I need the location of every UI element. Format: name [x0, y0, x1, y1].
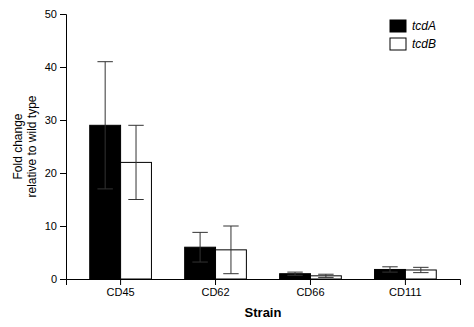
tick-mark: [215, 279, 216, 285]
x-tick: CD111: [389, 279, 422, 298]
tick-mark: [60, 120, 66, 121]
error-bar: [128, 125, 143, 199]
error-bar: [382, 267, 397, 272]
y-axis-title-line: relative to wild type: [25, 95, 39, 197]
legend-swatch: [390, 20, 406, 32]
series: [90, 62, 406, 279]
y-tick: 50: [45, 8, 66, 20]
axis-line: [60, 15, 67, 280]
y-tick: 30: [45, 114, 66, 126]
tick-mark: [60, 14, 66, 15]
legend: tcdA tcdB: [390, 19, 436, 51]
error-cap: [223, 273, 238, 274]
error-cap: [223, 226, 238, 227]
tick-label: 40: [45, 61, 57, 73]
series: [121, 125, 437, 279]
error-line: [105, 62, 106, 189]
tick-label: CD111: [389, 286, 422, 298]
error-line: [200, 232, 201, 262]
tick-mark: [405, 279, 406, 285]
y-tick: 0: [51, 273, 66, 285]
tick-label: 0: [51, 273, 57, 285]
tick-mark: [60, 279, 66, 280]
error-cap: [287, 272, 302, 273]
y-tick: 20: [45, 167, 66, 179]
tick-mark: [60, 173, 66, 174]
error-line: [136, 125, 137, 199]
y-tick: 10: [45, 220, 66, 232]
y-axis-title-line: Fold change: [11, 113, 25, 179]
error-cap: [128, 125, 143, 126]
y-tick: 40: [45, 61, 66, 73]
error-bar: [97, 62, 112, 189]
legend-item: tcdB: [390, 37, 436, 51]
marks: [90, 62, 437, 279]
error-cap: [192, 232, 207, 233]
tick-label: CD45: [107, 286, 135, 298]
error-bar: [287, 272, 302, 275]
error-bar: [223, 226, 238, 274]
x-axis-title: Strain: [245, 305, 282, 320]
error-cap: [192, 262, 207, 263]
error-cap: [382, 272, 397, 273]
error-cap: [97, 188, 112, 189]
tick-label: CD62: [201, 286, 229, 298]
error-cap: [413, 272, 428, 273]
y-axis-title: Fold changerelative to wild type: [11, 95, 39, 197]
error-bar: [318, 274, 333, 277]
error-cap: [318, 277, 333, 278]
error-cap: [97, 61, 112, 62]
tick-label: 30: [45, 114, 57, 126]
error-bar: [413, 267, 428, 272]
error-line: [230, 226, 231, 274]
legend-label: tcdA: [412, 19, 436, 33]
error-line: [420, 267, 421, 272]
tick-label: 10: [45, 220, 57, 232]
error-cap: [382, 266, 397, 267]
tick-label: CD66: [296, 286, 324, 298]
tick-label: 20: [45, 167, 57, 179]
axis-line: [67, 280, 461, 286]
error-bar: [192, 232, 207, 262]
tick-label: 50: [45, 8, 57, 20]
x-tick: CD62: [201, 279, 229, 298]
error-cap: [287, 275, 302, 276]
x-axis: CD45 CD62 CD66 CD111: [67, 279, 461, 298]
tick-mark: [60, 67, 66, 68]
chart: 0 10 20 30 40 50 CD45 CD62 CD66 CD111 tcdA tcdB Stra…: [0, 0, 474, 327]
y-axis: 0 10 20 30 40 50: [45, 8, 67, 285]
error-cap: [318, 274, 333, 275]
x-tick: CD45: [107, 279, 135, 298]
legend-label: tcdB: [412, 37, 436, 51]
tick-mark: [60, 226, 66, 227]
tick-mark: [310, 279, 311, 285]
legend-item: tcdA: [390, 19, 436, 33]
error-cap: [413, 267, 428, 268]
error-cap: [128, 199, 143, 200]
x-tick: CD66: [296, 279, 324, 298]
tick-mark: [120, 279, 121, 285]
legend-swatch: [390, 38, 406, 50]
error-line: [389, 267, 390, 272]
plot: 0 10 20 30 40 50 CD45 CD62 CD66 CD111 tcdA tcdB: [45, 8, 461, 298]
